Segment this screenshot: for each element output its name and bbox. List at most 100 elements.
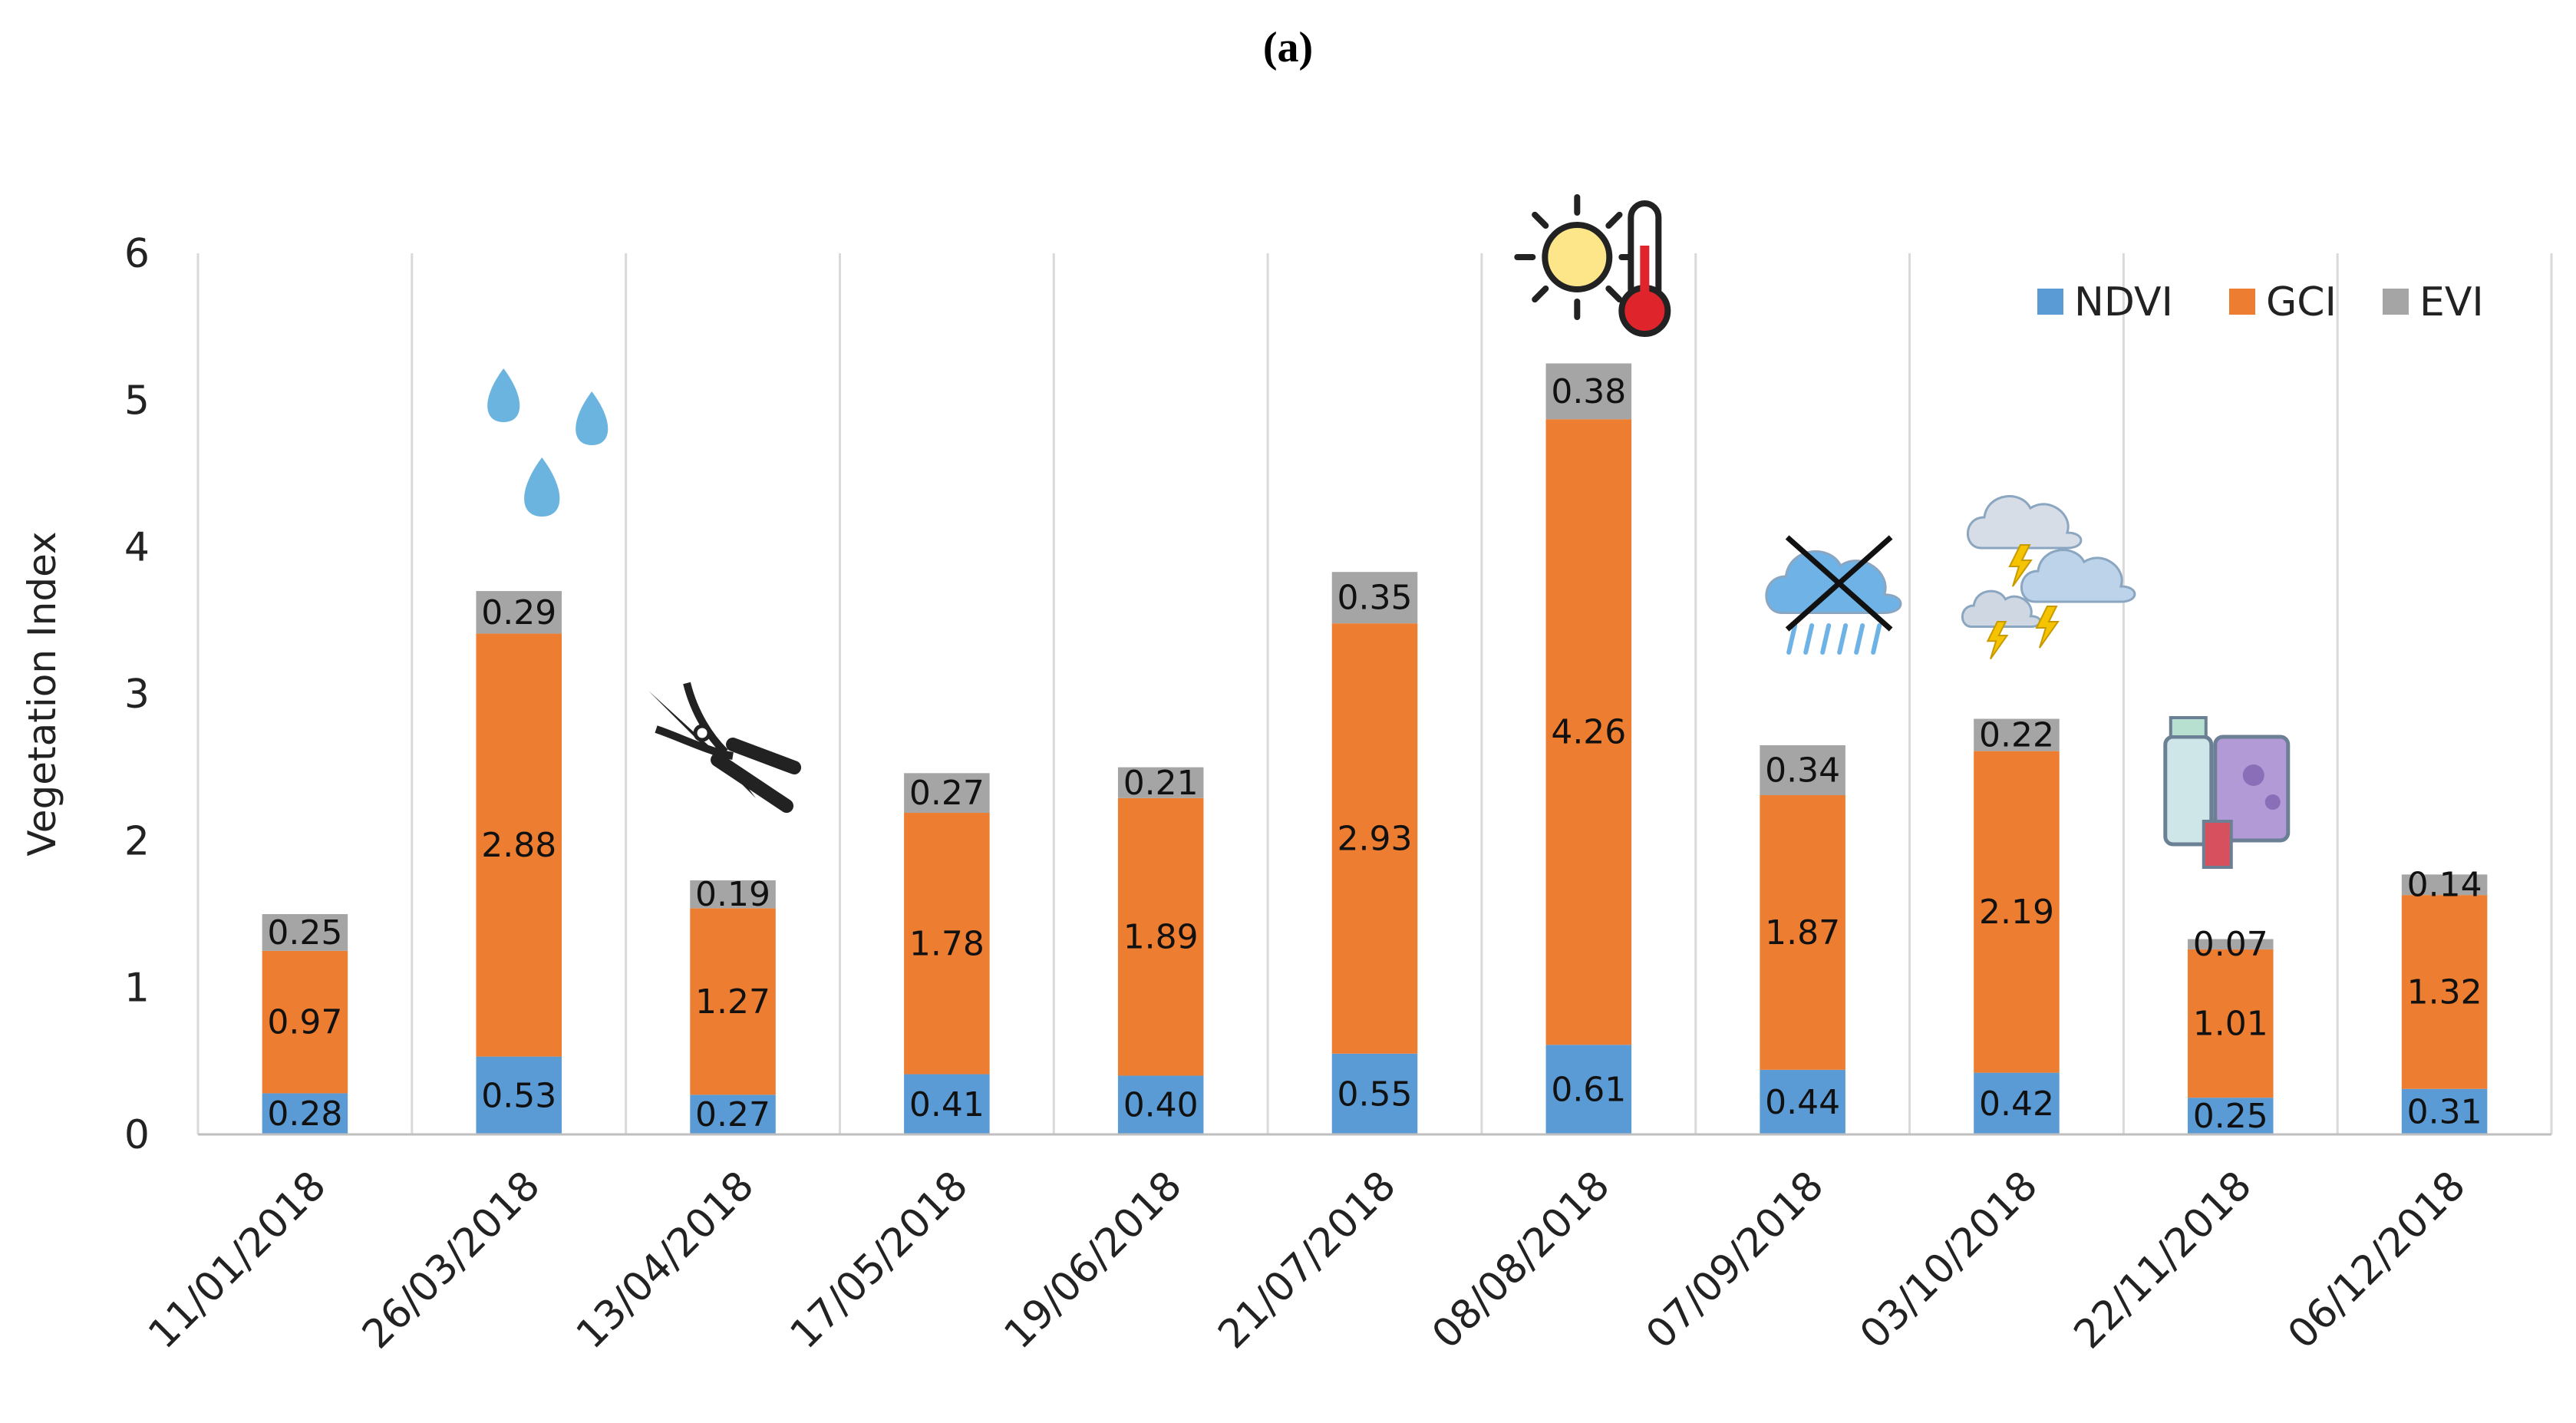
x-tick-label: 22/11/2018: [2066, 1163, 2261, 1358]
bar-evi: [1760, 745, 1845, 796]
shear-handle: [655, 725, 734, 760]
x-tick-label: 19/06/2018: [996, 1163, 1191, 1358]
data-label-ndvi: 0.25: [2193, 1097, 2268, 1136]
legend-swatch-gci: [2229, 289, 2255, 315]
bar-gci: [1760, 795, 1845, 1070]
bar-gci: [2188, 949, 2274, 1098]
data-label-ndvi: 0.27: [695, 1095, 770, 1134]
water-drops-icon: [487, 368, 609, 517]
data-label-evi: 0.14: [2407, 866, 2482, 905]
sun-ray: [1605, 286, 1623, 303]
shear-pivot: [693, 724, 711, 742]
bar-evi: [2401, 874, 2488, 896]
data-label-gci: 1.32: [2407, 972, 2482, 1012]
y-tick-label: 3: [124, 672, 150, 718]
bar-gci: [1331, 623, 1418, 1054]
data-label-ndvi: 0.53: [481, 1076, 556, 1115]
annotation-icons: [487, 194, 2291, 869]
bar-gci: [1974, 751, 2060, 1073]
sun-ray: [1605, 211, 1623, 229]
data-label-gci: 1.87: [1765, 913, 1840, 953]
data-label-ndvi: 0.28: [267, 1094, 342, 1134]
legend-swatch-ndvi: [2037, 289, 2063, 315]
data-label-gci: 2.88: [481, 826, 556, 865]
legend-label-evi: EVI: [2419, 279, 2484, 325]
x-tick-label: 26/03/2018: [354, 1163, 549, 1358]
label-dot: [2242, 764, 2264, 786]
bottle-cap: [2169, 716, 2208, 738]
rain-streak: [1786, 623, 1798, 655]
data-label-ndvi: 0.61: [1551, 1071, 1626, 1110]
canister-shape: [2213, 735, 2291, 843]
bar-ndvi: [1117, 1075, 1204, 1134]
data-label-ndvi: 0.42: [1979, 1085, 2054, 1124]
data-label-ndvi: 0.31: [2407, 1092, 2482, 1131]
y-tick-label: 4: [124, 525, 150, 571]
y-axis-title: Vegetation Index: [20, 531, 64, 856]
bar-evi: [1545, 363, 1632, 420]
bar-ndvi: [2188, 1098, 2274, 1134]
bar-gci: [476, 633, 562, 1057]
rain-streak: [1871, 623, 1882, 655]
sun-thermometer-icon: [1514, 194, 1671, 337]
x-tick-label: 06/12/2018: [2279, 1163, 2474, 1358]
cloud-shape: [1966, 495, 2083, 550]
y-tick-label: 2: [124, 818, 150, 864]
small-vial: [2202, 820, 2233, 869]
sun-ray: [1532, 211, 1549, 229]
lightning-bolt-shape: [2008, 544, 2033, 587]
cloud-shape: [1961, 589, 2042, 628]
sun-shape: [1542, 222, 1613, 292]
x-tick-label: 17/05/2018: [782, 1163, 977, 1358]
data-label-evi: 0.25: [267, 913, 342, 953]
bar-evi: [1331, 572, 1418, 624]
sun-ray: [1532, 286, 1549, 303]
bar-evi: [262, 914, 348, 951]
lightning-bolt-shape: [2035, 606, 2060, 649]
bar-evi: [476, 591, 562, 634]
bar-evi: [690, 880, 776, 909]
y-tick-label: 0: [124, 1112, 150, 1158]
x-tick-label: 11/01/2018: [140, 1163, 335, 1358]
cloud-shape: [2020, 549, 2136, 603]
data-label-evi: 0.22: [1979, 716, 2054, 755]
legend-label-gci: GCI: [2266, 279, 2337, 325]
x-tick-label: 21/07/2018: [1209, 1163, 1404, 1358]
rain-streak: [1803, 623, 1815, 655]
data-label-gci: 2.93: [1337, 819, 1413, 858]
rain-streak: [1820, 623, 1832, 655]
bars-layer: 0.28 0.97 0.25 0.53 2.88 0.29 0.27 1.27 0.19 0.41…: [262, 363, 2488, 1136]
thermometer-mercury: [1640, 246, 1650, 307]
data-label-ndvi: 0.44: [1765, 1083, 1840, 1122]
label-dot: [2264, 794, 2281, 810]
fertilizer-bottles-icon: [2163, 716, 2291, 869]
data-label-ndvi: 0.55: [1337, 1075, 1413, 1114]
data-label-gci: 0.97: [267, 1003, 342, 1042]
data-label-ndvi: 0.41: [909, 1085, 985, 1124]
water-drop-shape: [524, 457, 560, 517]
pruning-shears-icon: [648, 682, 802, 813]
shear-grip: [726, 738, 802, 774]
bar-ndvi: [262, 1093, 348, 1134]
bar-gci: [2401, 895, 2488, 1089]
y-tick-label: 1: [124, 966, 150, 1012]
x-tick-label: 08/08/2018: [1423, 1163, 1618, 1358]
legend-swatch-evi: [2383, 289, 2409, 315]
shear-handle: [683, 682, 728, 755]
legend: NDVI GCI EVI: [2037, 279, 2484, 325]
data-label-gci: 1.27: [695, 982, 770, 1022]
legend-label-ndvi: NDVI: [2074, 279, 2173, 325]
bar-ndvi: [476, 1056, 562, 1134]
data-label-gci: 1.01: [2193, 1005, 2268, 1044]
data-label-evi: 0.07: [2193, 925, 2268, 964]
panel-label: (a): [1262, 24, 1314, 71]
rain-streak: [1854, 623, 1865, 655]
data-label-evi: 0.35: [1337, 579, 1413, 618]
water-drop-shape: [576, 391, 609, 445]
bar-evi: [1974, 718, 2060, 751]
bar-evi: [904, 773, 990, 813]
data-label-gci: 1.78: [909, 924, 985, 963]
bar-ndvi: [1331, 1053, 1418, 1134]
no-rain-cloud-icon: [1765, 535, 1902, 655]
